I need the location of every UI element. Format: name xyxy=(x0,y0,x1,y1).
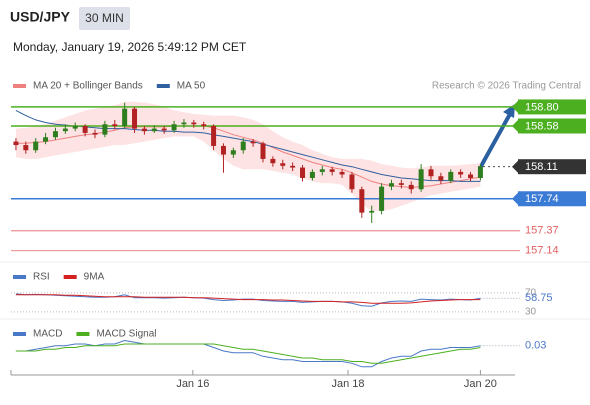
candle-body xyxy=(388,183,394,187)
x-tick-label: Jan 16 xyxy=(176,378,209,390)
level-box xyxy=(518,159,586,175)
candle-body xyxy=(52,131,58,138)
candle-body xyxy=(270,158,276,164)
level-label: 157.74 xyxy=(525,193,559,205)
candle-body xyxy=(448,171,454,181)
candle-body xyxy=(13,141,19,146)
candle-body xyxy=(92,132,98,135)
candle-body xyxy=(418,169,424,190)
candle-body xyxy=(428,169,434,177)
candle-body xyxy=(458,171,464,175)
candle-body xyxy=(250,141,256,144)
level-label: 158.58 xyxy=(525,120,559,132)
level-box-tip xyxy=(512,192,518,205)
level-box-tip xyxy=(512,119,518,132)
level-box xyxy=(518,118,586,134)
level-box xyxy=(518,99,586,115)
candle-body xyxy=(379,186,385,211)
timeframe: 30 MIN xyxy=(85,11,124,25)
timeframe-box xyxy=(79,7,130,30)
candle-body xyxy=(211,125,217,146)
legend-label: MACD xyxy=(33,329,62,340)
y-tick-label: 30 xyxy=(525,306,537,317)
credit: Research © 2026 Trading Central xyxy=(432,81,581,92)
candle-body xyxy=(141,128,147,132)
candle-body xyxy=(161,128,167,131)
candle-body xyxy=(369,210,375,213)
candle-body xyxy=(359,189,365,213)
ma-line xyxy=(15,109,481,182)
legend-swatch xyxy=(13,84,26,88)
legend-label: MACD Signal xyxy=(96,329,156,340)
candle-body xyxy=(339,171,345,175)
candle-body xyxy=(82,125,88,133)
legend-swatch xyxy=(76,332,90,336)
candle-body xyxy=(220,145,226,155)
level-box-tip xyxy=(512,100,518,113)
level-box xyxy=(518,191,586,207)
candle-body xyxy=(171,124,177,131)
candle-body xyxy=(329,169,335,172)
candle-body xyxy=(181,122,187,125)
candle-body xyxy=(349,174,355,190)
candle-body xyxy=(201,124,207,126)
legend-swatch xyxy=(13,275,26,279)
legend-label: RSI xyxy=(33,272,50,283)
candle-body xyxy=(477,166,483,178)
candle-body xyxy=(132,108,138,129)
candle-body xyxy=(230,150,236,155)
plot-layer: 158.80 158.58 158.11 157.74 157.37 157.14 MA 2… xyxy=(11,81,586,390)
candle-body xyxy=(260,143,266,159)
candle-body xyxy=(309,171,315,178)
legend-label: MA 20 + Bollinger Bands xyxy=(33,81,143,92)
candle-body xyxy=(23,145,29,151)
candle-body xyxy=(398,183,404,185)
level-label: 158.11 xyxy=(525,161,558,173)
candle-body xyxy=(438,176,444,181)
candle-body xyxy=(468,174,474,178)
candle-body xyxy=(102,124,108,135)
candle-body xyxy=(300,167,306,178)
legend-label: MA 50 xyxy=(177,81,206,92)
candle-body xyxy=(112,124,118,126)
current-value-label: 0.03 xyxy=(525,340,546,352)
indicator-line xyxy=(15,294,481,304)
forecast-arrow xyxy=(478,113,512,169)
current-value-label: 58.75 xyxy=(525,292,553,304)
candle-body xyxy=(408,184,414,190)
legend-swatch xyxy=(156,84,170,88)
legend-swatch xyxy=(63,275,77,279)
level-box-tip xyxy=(512,160,518,173)
candle-body xyxy=(151,128,157,132)
legend-swatch xyxy=(13,332,26,336)
candle-body xyxy=(240,141,246,151)
candle-body xyxy=(319,169,325,172)
symbol: USD/JPY xyxy=(10,9,71,25)
candle-body xyxy=(43,137,49,142)
candle-body xyxy=(191,122,197,125)
candle-body xyxy=(33,141,39,151)
timestamp: Monday, January 19, 2026 5:49:12 PM CET xyxy=(13,40,247,54)
indicator-line xyxy=(15,343,481,364)
legend-label: 9MA xyxy=(84,272,105,283)
y-tick-label: 70 xyxy=(525,288,537,299)
level-label: 157.14 xyxy=(525,245,559,257)
candle-body xyxy=(62,128,68,132)
level-label: 158.80 xyxy=(525,101,559,113)
candle-body xyxy=(72,125,78,129)
candle-body xyxy=(290,165,296,168)
level-label: 157.37 xyxy=(525,225,559,237)
candle-body xyxy=(122,108,128,126)
candle-body xyxy=(280,163,286,166)
x-tick-label: Jan 20 xyxy=(464,378,497,390)
x-tick-label: Jan 18 xyxy=(331,378,364,390)
